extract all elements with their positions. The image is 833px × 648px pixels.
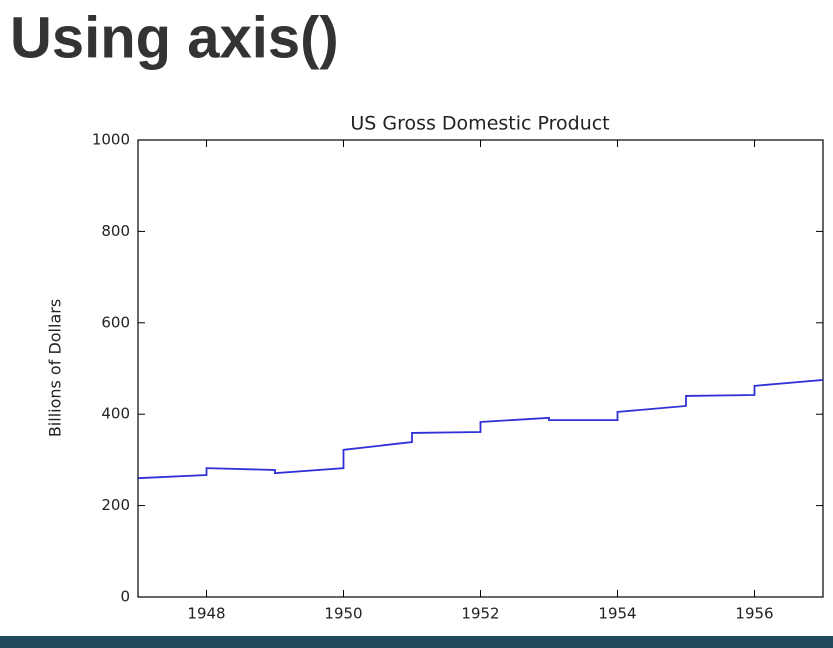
x-tick-label: 1948 <box>187 605 225 623</box>
x-tick-label: 1952 <box>461 605 499 623</box>
y-tick-label: 1000 <box>92 131 130 149</box>
slide-heading: Using axis() <box>10 5 339 70</box>
x-tick-label: 1950 <box>324 605 362 623</box>
y-tick-label: 800 <box>101 222 130 240</box>
y-tick-label: 400 <box>101 405 130 423</box>
bottom-bar <box>0 636 833 648</box>
chart-title: US Gross Domestic Product <box>350 113 609 135</box>
plot-area <box>137 139 824 598</box>
x-tick-label: 1954 <box>598 605 636 623</box>
y-tick-label: 0 <box>120 588 130 606</box>
y-tick-label: 200 <box>101 496 130 514</box>
y-tick-label: 600 <box>101 313 130 331</box>
x-tick-label: 1956 <box>735 605 773 623</box>
data-line <box>137 379 824 480</box>
y-axis-label: Billions of Dollars <box>46 299 65 437</box>
